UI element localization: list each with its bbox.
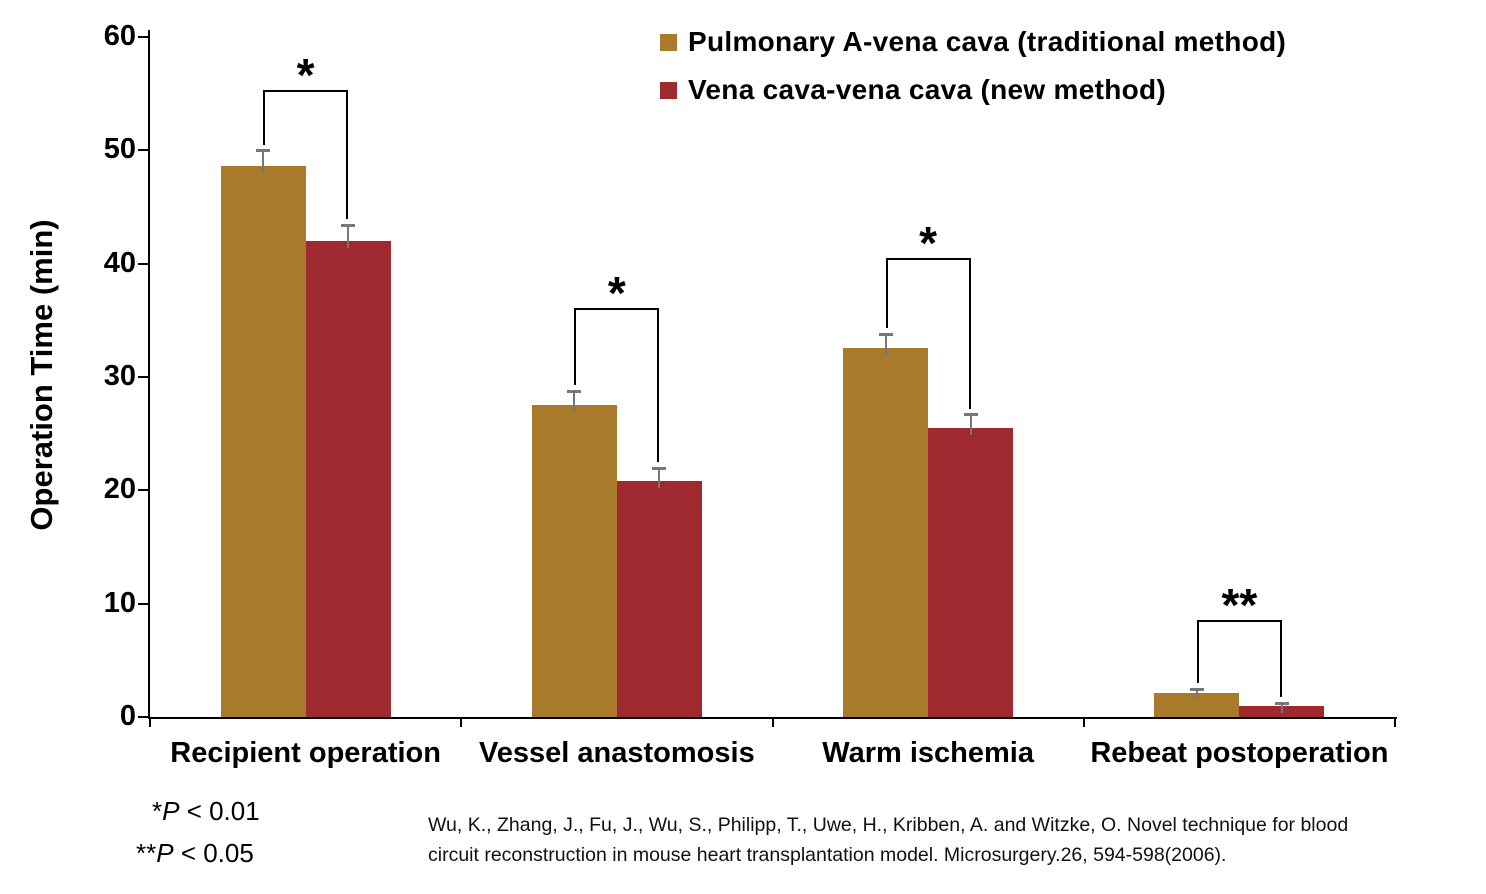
- significance-note-p001: *P < 0.01: [152, 796, 260, 827]
- significance-bracket-top: [263, 90, 349, 93]
- significance-label: *: [296, 49, 315, 102]
- error-bar-line: [1280, 702, 1283, 713]
- error-bar-line: [658, 467, 661, 489]
- significance-bracket-right-leg: [657, 307, 660, 462]
- x-category-label: Rebeat postoperation: [1090, 737, 1389, 769]
- legend: Pulmonary A-vena cava (traditional metho…: [660, 26, 1286, 122]
- note-pvar: P: [162, 796, 180, 826]
- y-tick-mark: [138, 376, 148, 378]
- y-tick-mark: [138, 602, 148, 605]
- significance-bracket-top: [574, 307, 660, 310]
- y-tick-mark: [138, 262, 148, 265]
- legend-label-traditional: Pulmonary A-vena cava (traditional metho…: [688, 26, 1287, 57]
- significance-bracket-left-leg: [574, 307, 577, 385]
- note-star: **: [136, 838, 157, 868]
- note-rest: < 0.05: [173, 838, 254, 868]
- significance-bracket-left-leg: [263, 90, 266, 145]
- citation-line-1: Wu, K., Zhang, J., Fu, J., Wu, S., Phili…: [428, 814, 1349, 836]
- legend-entry-traditional: Pulmonary A-vena cava (traditional metho…: [660, 26, 1286, 58]
- error-bar-cap: [878, 332, 893, 336]
- citation-line-2: circuit reconstruction in mouse heart tr…: [428, 844, 1227, 867]
- y-tick-label: 40: [103, 246, 136, 279]
- error-bar-cap: [963, 413, 978, 417]
- note-rest: < 0.01: [179, 796, 260, 826]
- significance-bracket-left-leg: [885, 258, 888, 329]
- significance-label: *: [607, 266, 626, 319]
- y-tick-mark: [138, 489, 148, 492]
- x-category-label: Vessel anastomosis: [479, 737, 755, 769]
- error-bar-cap: [256, 149, 271, 153]
- bar-new: [305, 241, 391, 717]
- significance-bracket-right-leg: [346, 90, 349, 220]
- bar-traditional: [220, 166, 306, 717]
- note-pvar: P: [156, 838, 174, 868]
- error-bar-line: [969, 414, 972, 435]
- x-tick-mark: [149, 719, 151, 727]
- error-bar-cap: [567, 389, 582, 393]
- bar-traditional: [1154, 693, 1240, 717]
- error-bar-cap: [652, 466, 667, 470]
- bar-traditional: [531, 405, 617, 717]
- y-tick-label: 0: [119, 700, 136, 732]
- significance-bracket-top: [885, 258, 971, 260]
- significance-label: *: [919, 217, 938, 269]
- y-tick-label: 20: [103, 473, 136, 506]
- y-tick-label: 60: [103, 20, 136, 52]
- x-tick-mark: [460, 719, 463, 727]
- error-bar-line: [347, 225, 350, 248]
- y-axis-title: Operation Time (min): [24, 219, 59, 531]
- significance-note-p005: **P < 0.05: [136, 838, 254, 869]
- y-tick-mark: [138, 149, 148, 152]
- error-bar-cap: [341, 224, 356, 228]
- significance-label: **: [1221, 578, 1258, 631]
- legend-entry-new: Vena cava-vena cava (new method): [660, 74, 1286, 106]
- legend-swatch-traditional: [660, 33, 677, 51]
- x-tick-mark: [1394, 719, 1396, 727]
- error-bar-cap: [1274, 701, 1289, 705]
- y-tick-label: 50: [103, 133, 136, 166]
- error-bar-line: [884, 333, 887, 355]
- significance-bracket-right-leg: [1279, 619, 1282, 698]
- legend-swatch-new: [660, 81, 677, 99]
- error-bar-line: [1195, 688, 1198, 701]
- y-axis-line: [148, 30, 150, 719]
- citation: Wu, K., Zhang, J., Fu, J., Wu, S., Phili…: [428, 810, 1438, 870]
- x-category-label: Recipient operation: [170, 737, 441, 769]
- significance-bracket-left-leg: [1196, 619, 1199, 683]
- x-tick-mark: [1082, 719, 1085, 727]
- y-tick-mark: [138, 36, 148, 38]
- y-tick-label: 30: [103, 360, 136, 392]
- note-star: *: [152, 796, 163, 826]
- legend-label-new: Vena cava-vena cava (new method): [688, 74, 1167, 105]
- y-tick-label: 10: [103, 586, 136, 619]
- error-bar-cap: [1189, 687, 1204, 691]
- significance-bracket-right-leg: [968, 258, 971, 409]
- x-axis-line: [148, 717, 1397, 719]
- error-bar-line: [262, 150, 265, 174]
- bar-new: [616, 481, 702, 717]
- significance-bracket-top: [1196, 619, 1282, 622]
- y-tick-mark: [138, 716, 148, 718]
- bar-new: [928, 428, 1014, 717]
- x-category-label: Warm ischemia: [822, 737, 1034, 769]
- bar-traditional: [843, 347, 929, 717]
- error-bar-line: [573, 390, 576, 413]
- x-tick-mark: [771, 719, 774, 727]
